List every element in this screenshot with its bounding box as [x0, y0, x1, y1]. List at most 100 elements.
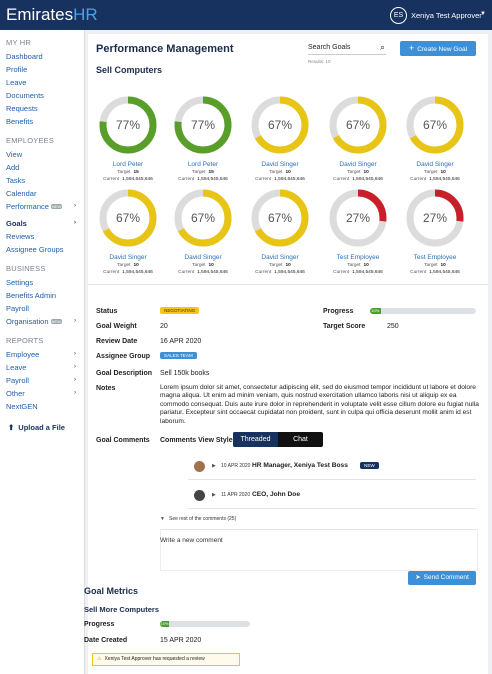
nav-item[interactable]: Dashboard: [0, 50, 84, 63]
nav-item[interactable]: Leave: [0, 76, 84, 89]
target-label: Target: [117, 263, 131, 268]
assignee-group-badge: SALES TEAM: [160, 352, 197, 359]
content-card: Performance Management Search Goals ⌕ Resul…: [84, 34, 488, 674]
nav-label[interactable]: Leave: [6, 363, 27, 372]
search-icon: ⌕: [380, 42, 386, 52]
current-label: Current: [255, 177, 272, 182]
upload-label[interactable]: Upload a File: [18, 423, 65, 432]
upload-button[interactable]: ⬆ Upload a File: [8, 423, 84, 432]
nav-item[interactable]: Assignee Groups: [0, 243, 84, 256]
nav-item[interactable]: Reviews: [0, 230, 84, 243]
gauge-name[interactable]: David Singer: [109, 254, 147, 261]
logo-main: Emirates: [6, 5, 74, 24]
dropdown-caret[interactable]: ▼: [480, 11, 486, 17]
review-alert: ⚠ Xeniya Test Approver has requested a re…: [92, 653, 240, 666]
nav-label[interactable]: Documents: [6, 91, 44, 100]
avatar[interactable]: ES: [390, 7, 407, 24]
gauge-current: Current 1,594,545,646: [90, 177, 166, 182]
view-toggle[interactable]: Threaded Chat: [233, 432, 323, 447]
gauge-name[interactable]: David Singer: [416, 161, 454, 168]
nav-item[interactable]: NextGEN: [0, 400, 84, 413]
comment-author[interactable]: CEO, John Doe: [252, 491, 300, 498]
comment-author[interactable]: HR Manager, Xeniya Test Boss: [252, 462, 348, 469]
nav-label[interactable]: Add: [6, 163, 20, 172]
gauge-target: Target 10: [242, 263, 318, 268]
nav-label[interactable]: Tasks: [6, 176, 26, 185]
current-label: Current: [178, 177, 195, 182]
nav-item[interactable]: Other ›: [0, 387, 84, 400]
nav-item[interactable]: Performance NEW ›: [0, 200, 84, 213]
nav-item[interactable]: Employee ›: [0, 348, 84, 361]
nav-item[interactable]: Requests: [0, 102, 84, 115]
nav-label[interactable]: Benefits Admin: [6, 291, 57, 300]
user-name[interactable]: Xeniya Test Approver: [411, 11, 482, 20]
metrics-goal: Sell More Computers: [84, 605, 160, 614]
nav-label[interactable]: Organisation: [6, 317, 49, 326]
goal-title: Sell Computers: [96, 65, 163, 75]
results-count: Results: 10: [308, 59, 331, 64]
gauge: 27%: [406, 189, 464, 247]
nav-item[interactable]: Benefits Admin: [0, 289, 84, 302]
comment-input[interactable]: [160, 529, 478, 571]
target-value: 10: [285, 263, 291, 268]
send-button[interactable]: ➤ Send Comment: [408, 571, 476, 585]
nav-label[interactable]: Benefits: [6, 117, 34, 126]
nav-item[interactable]: Benefits: [0, 115, 84, 128]
upload-icon: ⬆: [8, 423, 15, 432]
nav-label[interactable]: View: [6, 150, 23, 159]
gauge-name[interactable]: David Singer: [184, 254, 222, 261]
search-input[interactable]: Search Goals: [308, 44, 386, 55]
nav-label[interactable]: Profile: [6, 65, 28, 74]
nav-item[interactable]: Payroll: [0, 302, 84, 315]
nav-item[interactable]: Profile: [0, 63, 84, 76]
nav-label[interactable]: Employee: [6, 350, 40, 359]
nav-label[interactable]: Calendar: [6, 189, 37, 198]
nav-label[interactable]: Settings: [6, 278, 34, 287]
gauge-name[interactable]: Test Employee: [413, 254, 457, 261]
view-option[interactable]: Threaded: [233, 432, 278, 447]
create-button[interactable]: + Create New Goal: [400, 41, 476, 56]
see-more[interactable]: ▼: [160, 516, 165, 522]
nav-label[interactable]: NextGEN: [6, 402, 38, 411]
see-more-text[interactable]: See rest of the comments (25): [169, 516, 237, 522]
nav-item[interactable]: View: [0, 148, 84, 161]
header: EmiratesHR ES Xeniya Test Approver ▼: [0, 0, 492, 30]
gauge-name[interactable]: Lord Peter: [112, 161, 144, 168]
nav-label[interactable]: Requests: [6, 104, 38, 113]
view-option[interactable]: Chat: [293, 436, 308, 443]
submenu-arrow: ›: [74, 364, 76, 370]
nav-label[interactable]: Goals: [6, 219, 27, 228]
nav-item[interactable]: Tasks: [0, 174, 84, 187]
goal-description-label: Goal Description: [96, 370, 153, 377]
nav-item[interactable]: Payroll ›: [0, 374, 84, 387]
gauge-arc: [329, 189, 387, 247]
nav-label[interactable]: Leave: [6, 78, 27, 87]
nav-label[interactable]: Dashboard: [6, 52, 43, 61]
nav-item[interactable]: Settings: [0, 276, 84, 289]
current-value: 1,594,545,646: [429, 177, 460, 182]
nav-item[interactable]: Leave ›: [0, 361, 84, 374]
nav-item[interactable]: Add: [0, 161, 84, 174]
target-label: Target: [192, 263, 206, 268]
nav-item[interactable]: Documents: [0, 89, 84, 102]
gauge-name[interactable]: David Singer: [261, 254, 299, 261]
gauge-name[interactable]: David Singer: [261, 161, 299, 168]
nav-label[interactable]: Payroll: [6, 304, 29, 313]
nav-label[interactable]: Performance: [6, 202, 49, 211]
gauge-name[interactable]: David Singer: [339, 161, 377, 168]
nav-item[interactable]: Organisation NEW ›: [0, 315, 84, 328]
nav-item[interactable]: Calendar: [0, 187, 84, 200]
nav-label[interactable]: Reviews: [6, 232, 35, 241]
nav-label[interactable]: Assignee Groups: [6, 245, 64, 254]
nav-label[interactable]: Payroll: [6, 376, 29, 385]
current-label: Current: [103, 177, 120, 182]
nav-item[interactable]: Goals ›: [0, 217, 84, 230]
gauge-name[interactable]: Test Employee: [336, 254, 380, 261]
send-label[interactable]: Send Comment: [423, 574, 469, 581]
nav-label[interactable]: Other: [6, 389, 25, 398]
create-label[interactable]: Create New Goal: [417, 46, 468, 53]
gauge-name[interactable]: Lord Peter: [187, 161, 219, 168]
goal-description-value: Sell 150k books: [160, 370, 210, 377]
target-label: Target: [269, 263, 283, 268]
comment-avatar: [194, 461, 205, 472]
